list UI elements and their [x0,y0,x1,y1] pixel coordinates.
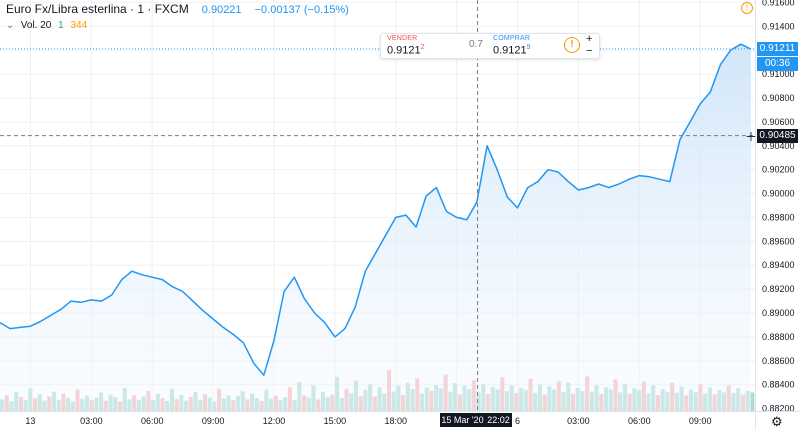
bar-countdown-tag: 00:36 [757,57,798,71]
sell-price: 0.9121 [387,45,421,57]
x-tick-label: 15:00 [324,416,347,426]
y-tick-label: 0.89400 [762,260,795,270]
y-tick-label: 0.89200 [762,284,795,294]
crosshair-price-tag: 0.90485 [757,129,798,143]
quantity-stepper[interactable]: + − [586,33,592,57]
x-tick-label: 06:00 [628,416,651,426]
y-tick-label: 0.88200 [762,404,795,414]
y-tick-label: 0.89600 [762,236,795,246]
price-change: −0.00137 (−0.15%) [255,4,349,16]
spread-value: 0.7 [469,39,483,50]
current-price-tag: 0.91211 [757,42,798,56]
y-tick-label: 0.91600 [762,0,795,7]
x-tick-label: 12:00 [263,416,286,426]
sell-button[interactable]: VENDER 0.91212 [387,35,457,57]
x-tick-label: 09:00 [202,416,225,426]
volume-value-b: 344 [71,20,88,31]
x-tick-label: 6 [515,416,520,426]
price-area [0,44,751,411]
x-tick-label: 03:00 [567,416,590,426]
trade-panel: VENDER 0.91212 0.7 COMPRAR 0.91219 ! + − [380,33,600,59]
sell-pip: 2 [421,44,425,51]
volume-value-a: 1 [58,20,64,31]
x-tick-label: 18:00 [385,416,408,426]
crosshair-date-tag: 15 Mar '20 [440,413,486,427]
symbol-legend: Euro Fx/Libra esterlina · 1 · FXCM 0.902… [6,2,349,16]
y-tick-label: 0.90600 [762,117,795,127]
warning-icon[interactable]: ! [741,2,753,14]
sell-label: VENDER [387,35,457,42]
x-tick-label: 06:00 [141,416,164,426]
buy-price: 0.9121 [493,45,527,57]
increase-button[interactable]: + [586,33,592,45]
y-tick-label: 0.90000 [762,189,795,199]
buy-pip: 9 [527,44,531,51]
decrease-button[interactable]: − [586,45,592,57]
crosshair-time-tag: 22:02 [486,413,512,427]
symbol-title[interactable]: Euro Fx/Libra esterlina · 1 · FXCM [6,2,189,16]
y-tick-label: 0.89800 [762,212,795,222]
x-tick-label: 09:00 [689,416,712,426]
buy-button[interactable]: COMPRAR 0.91219 [493,35,563,57]
gear-icon[interactable]: ⚙ [771,414,783,430]
buy-label: COMPRAR [493,35,563,42]
plus-icon[interactable]: ＋ [745,128,757,145]
y-tick-label: 0.90800 [762,93,795,103]
y-tick-label: 0.90200 [762,165,795,175]
y-tick-label: 0.88800 [762,332,795,342]
chevron-down-icon[interactable]: ⌄ [6,20,18,31]
y-tick-label: 0.88400 [762,380,795,390]
y-tick-label: 0.88600 [762,356,795,366]
x-tick-label: 03:00 [80,416,103,426]
last-price: 0.90221 [202,4,242,16]
volume-label[interactable]: Vol. 20 [21,20,52,31]
info-icon[interactable]: ! [564,37,580,53]
y-tick-label: 0.89000 [762,308,795,318]
y-tick-label: 0.91400 [762,21,795,31]
volume-legend: ⌄ Vol. 20 1 344 [6,20,87,31]
x-tick-label: 13 [25,416,35,426]
